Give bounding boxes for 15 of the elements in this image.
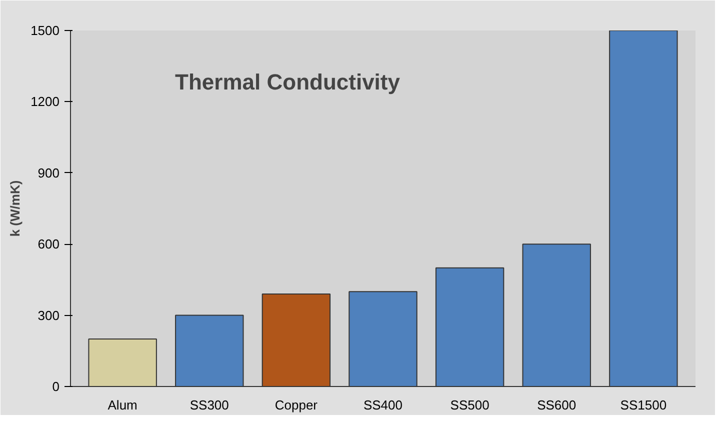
y-tick-label: 1200 <box>30 94 60 110</box>
x-tick-label: SS500 <box>450 398 490 412</box>
y-axis-title: k (W/mK) <box>8 180 23 237</box>
y-tick-label: 900 <box>38 165 60 180</box>
x-tick-label: SS400 <box>363 398 403 412</box>
x-tick-label: SS300 <box>190 398 229 412</box>
text: Thermal Conductivity <box>175 70 401 95</box>
y-tick-label: 0 <box>52 379 60 394</box>
x-tick-label: Alum <box>108 398 138 412</box>
x-tick-label: SS1500 <box>620 398 667 412</box>
x-tick-label: Copper <box>274 398 318 412</box>
y-tick-label: 300 <box>38 308 60 323</box>
x-tick-label: SS600 <box>537 398 576 412</box>
y-tick-label: 1500 <box>30 23 60 38</box>
y-tick-label: 600 <box>38 236 60 252</box>
